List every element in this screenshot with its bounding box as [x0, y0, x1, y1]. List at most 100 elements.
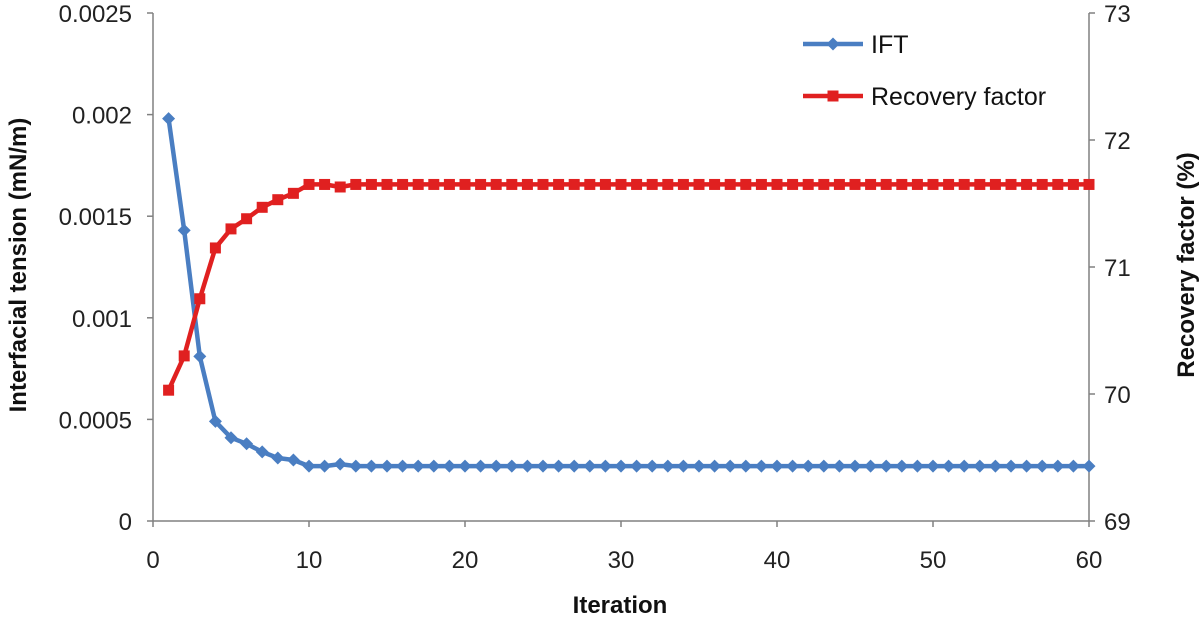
y-left-tick-label: 0.002 [72, 103, 132, 130]
data-point [645, 459, 659, 473]
data-point [208, 414, 222, 428]
legend: IFT Recovery factor [803, 31, 1046, 111]
data-point [676, 459, 690, 473]
data-point [567, 459, 581, 473]
data-point [879, 459, 893, 473]
data-point [583, 459, 597, 473]
legend-item: Recovery factor [803, 83, 1046, 111]
axes [147, 12, 1095, 527]
data-point [770, 459, 784, 473]
data-point [786, 459, 800, 473]
data-point [381, 178, 393, 190]
data-point [817, 459, 831, 473]
data-point [801, 459, 815, 473]
data-point [895, 459, 909, 473]
data-point [490, 178, 502, 190]
data-point [910, 459, 924, 473]
legend-marker [826, 37, 840, 51]
data-point [755, 178, 767, 190]
data-point [771, 178, 783, 190]
x-tick-label: 30 [608, 547, 635, 574]
data-point [349, 459, 363, 473]
data-point [833, 178, 845, 190]
data-point [506, 178, 518, 190]
data-point [240, 437, 254, 451]
y-axis-right-title: Recovery factor (%) [1173, 152, 1200, 377]
data-point [646, 178, 658, 190]
data-point [708, 459, 722, 473]
data-point [880, 178, 892, 190]
data-point [739, 459, 753, 473]
data-point [677, 178, 689, 190]
data-point [442, 459, 456, 473]
data-point [661, 459, 675, 473]
x-tick-label: 60 [1076, 547, 1103, 574]
data-point [662, 178, 674, 190]
data-point [802, 178, 814, 190]
data-point [614, 459, 628, 473]
data-point [365, 178, 377, 190]
x-axis-title: Iteration [573, 592, 668, 617]
x-tick-label: 0 [146, 547, 159, 574]
y-right-tick-label: 69 [1104, 509, 1131, 536]
data-point [552, 459, 566, 473]
data-point [209, 242, 221, 254]
data-point [988, 459, 1002, 473]
data-point [1020, 459, 1034, 473]
data-point [505, 459, 519, 473]
data-point [537, 178, 549, 190]
data-point [255, 445, 269, 459]
data-point [475, 178, 487, 190]
data-point [848, 459, 862, 473]
y-left-tick-label: 0.0015 [59, 204, 132, 231]
data-point [241, 213, 253, 225]
data-point [832, 459, 846, 473]
legend-item: IFT [803, 31, 909, 59]
data-point [896, 178, 908, 190]
data-point [319, 178, 331, 190]
y-right-tick-label: 71 [1104, 255, 1131, 282]
data-point [287, 187, 299, 199]
data-point [193, 349, 207, 363]
data-point [458, 459, 472, 473]
data-point [318, 459, 332, 473]
data-point [162, 112, 176, 126]
tick-labels: 0 10 20 30 40 50 60 0 0.0005 0.001 0.0015 0.002 0.00… [59, 1, 1131, 574]
x-tick-label: 50 [920, 547, 947, 574]
legend-label: IFT [871, 31, 909, 59]
data-point [568, 178, 580, 190]
legend-marker [827, 90, 839, 102]
y-left-tick-label: 0.0025 [59, 1, 132, 28]
data-point [302, 459, 316, 473]
data-point [272, 194, 284, 206]
data-point [1021, 178, 1033, 190]
data-point [1035, 459, 1049, 473]
data-point [599, 178, 611, 190]
data-point [364, 459, 378, 473]
y-right-tick-label: 72 [1104, 128, 1131, 155]
x-tick-label: 10 [296, 547, 323, 574]
data-point [692, 459, 706, 473]
data-point [740, 178, 752, 190]
data-point [974, 178, 986, 190]
data-point [225, 223, 237, 235]
data-point [1051, 459, 1065, 473]
data-point [256, 201, 268, 213]
data-point [957, 459, 971, 473]
data-point [864, 459, 878, 473]
data-point [958, 178, 970, 190]
data-point [224, 431, 238, 445]
data-point [194, 293, 206, 305]
series-area [162, 112, 1096, 473]
data-point [553, 178, 565, 190]
data-point [428, 178, 440, 190]
data-point [286, 453, 300, 467]
data-point [927, 178, 939, 190]
x-tick-label: 40 [764, 547, 791, 574]
data-point [1082, 459, 1096, 473]
data-point [396, 459, 410, 473]
data-point [1036, 178, 1048, 190]
y-left-tick-label: 0 [119, 509, 132, 536]
data-point [754, 459, 768, 473]
y-right-tick-label: 70 [1104, 382, 1131, 409]
